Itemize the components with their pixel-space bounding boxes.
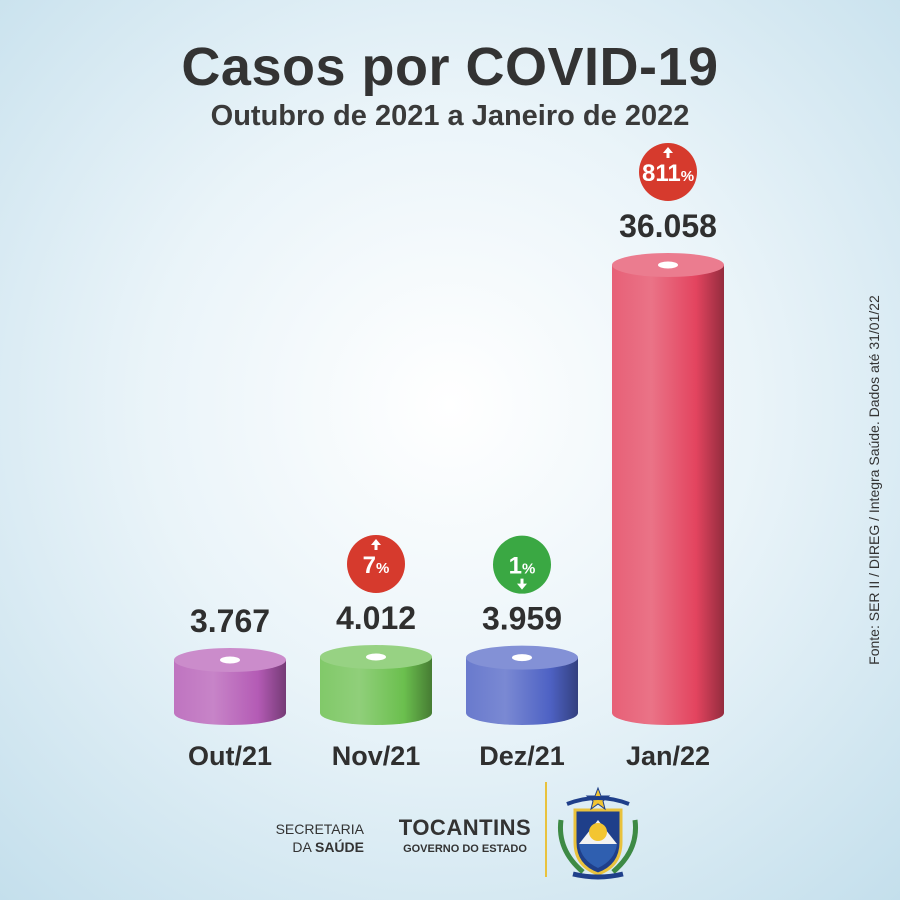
change-badge-text: 7% <box>363 552 390 579</box>
chart-title: Casos por COVID-19 <box>181 37 719 97</box>
bar-body <box>612 265 724 725</box>
change-badge: 7% <box>347 535 405 594</box>
data-label: 3.767 <box>190 603 270 639</box>
change-badge: 811% <box>639 143 697 201</box>
change-badge-circle <box>639 143 697 201</box>
change-badge-text: 1% <box>509 553 536 580</box>
secretaria-logo: SECRETARIA DA SAÚDE <box>256 820 364 856</box>
x-tick-label: Out/21 <box>188 741 272 771</box>
tocantins-logo: TOCANTINS GOVERNO DO ESTADO <box>392 815 538 855</box>
bar-top-hole <box>366 653 386 661</box>
source-note: Fonte: SER II / DIREG / Integra Saúde. D… <box>866 295 882 665</box>
change-badge-text: 811% <box>642 160 694 187</box>
change-badge: 1% <box>493 535 551 594</box>
bar-top-hole <box>658 261 678 269</box>
arrow-up-icon <box>663 147 673 158</box>
data-label: 36.058 <box>619 208 717 244</box>
state-name: TOCANTINS <box>398 815 532 840</box>
arrow-down-icon <box>517 578 527 590</box>
bar-body <box>466 657 578 725</box>
bar-1 <box>320 645 432 725</box>
data-label: 4.012 <box>336 600 416 636</box>
change-number: 1 <box>509 553 522 580</box>
change-number: 7 <box>363 552 376 579</box>
change-badge-circle <box>347 535 405 594</box>
bar-top-hole <box>220 656 240 664</box>
bar-body <box>320 657 432 725</box>
bar-chart: 3.767 Out/21 4.012 Nov/21 7% 3.959 Dez/21 1% 36.… <box>174 143 724 771</box>
change-unit: % <box>376 560 389 577</box>
chart-subtitle: Outubro de 2021 a Janeiro de 2022 <box>210 100 690 132</box>
secretaria-line2-bold: SAÚDE <box>314 839 364 855</box>
footer-divider <box>545 782 547 877</box>
bar-body <box>174 660 286 725</box>
state-government-label: GOVERNO DO ESTADO <box>403 843 527 855</box>
bar-3 <box>612 253 724 725</box>
change-badge-circle <box>493 535 551 594</box>
change-unit: % <box>522 561 535 578</box>
secretaria-line1: SECRETARIA <box>275 821 364 837</box>
change-number: 811 <box>642 160 681 187</box>
arrow-up-icon <box>371 539 381 551</box>
secretaria-line2: DA SAÚDE <box>256 838 364 856</box>
bar-2 <box>466 645 578 725</box>
bar-top-hole <box>512 654 532 662</box>
data-label: 3.959 <box>482 601 562 637</box>
change-unit: % <box>681 168 694 185</box>
state-crest-icon <box>557 786 639 880</box>
secretaria-line2-prefix: DA <box>292 839 315 855</box>
x-tick-label: Nov/21 <box>332 741 421 771</box>
x-tick-label: Jan/22 <box>626 741 710 771</box>
x-tick-label: Dez/21 <box>479 741 565 771</box>
bar-0 <box>174 648 286 725</box>
